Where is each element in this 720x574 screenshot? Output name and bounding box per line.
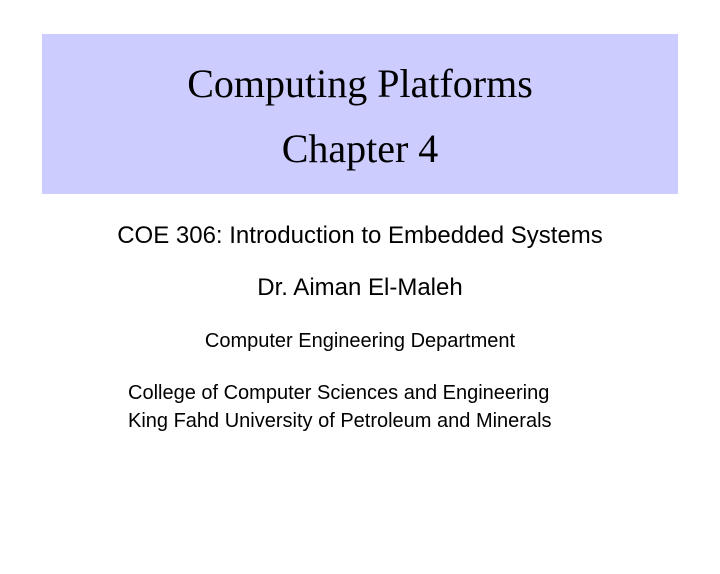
- affiliation-block: College of Computer Sciences and Enginee…: [0, 379, 720, 435]
- author-name: Dr. Aiman El-Maleh: [0, 274, 720, 302]
- course-name: COE 306: Introduction to Embedded System…: [0, 222, 720, 250]
- college-name: College of Computer Sciences and Enginee…: [128, 379, 720, 407]
- slide-title: Computing Platforms: [52, 60, 668, 107]
- university-name: King Fahd University of Petroleum and Mi…: [128, 407, 720, 435]
- department-name: Computer Engineering Department: [0, 330, 720, 353]
- title-box: Computing Platforms Chapter 4: [42, 34, 678, 194]
- slide-chapter: Chapter 4: [52, 125, 668, 172]
